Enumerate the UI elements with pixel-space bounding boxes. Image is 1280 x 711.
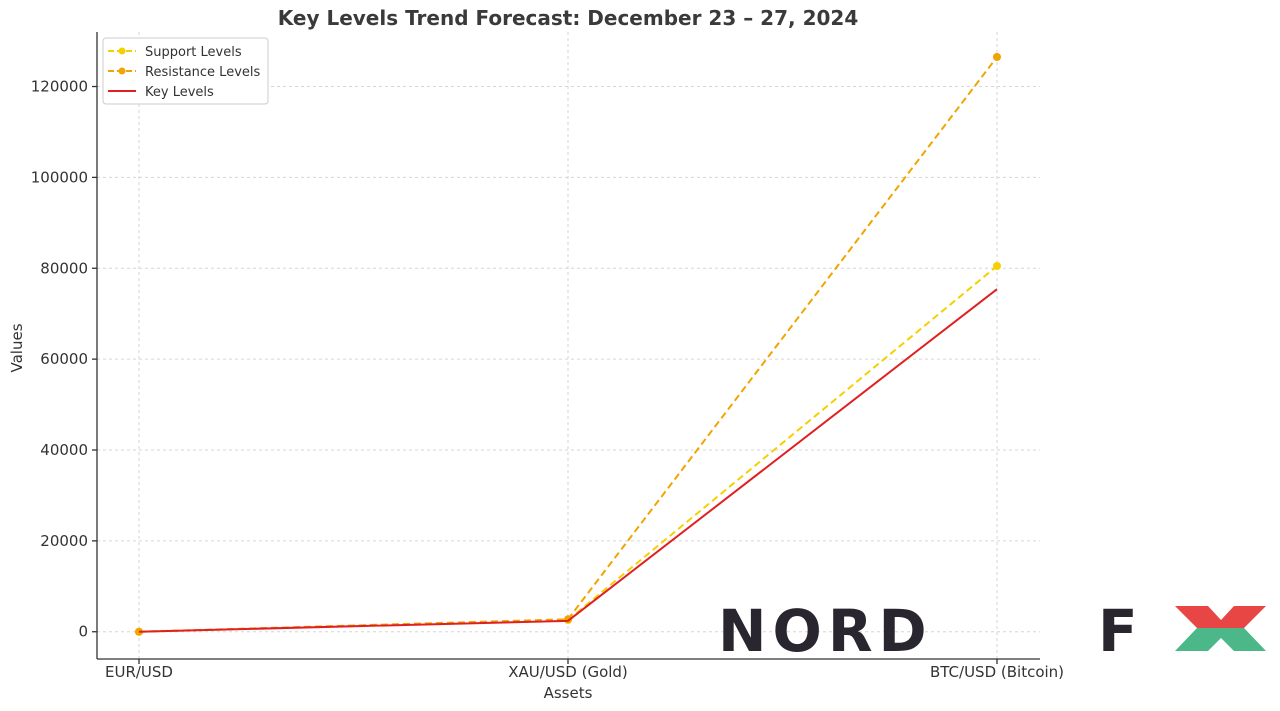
support-levels-point xyxy=(993,261,1001,270)
legend-label-key-levels: Key Levels xyxy=(145,85,214,100)
y-tick-label: 80000 xyxy=(40,259,88,277)
axes-layer: 0 20000 40000 60000 80000 100000 120000 EUR/USD… xyxy=(31,32,1064,681)
legend-label-resistance-levels: Resistance Levels xyxy=(145,65,261,80)
legend-box xyxy=(102,37,269,105)
y-tick-label: 0 xyxy=(78,623,88,641)
x-tick-label: EUR/USD xyxy=(105,663,173,681)
x-tick-label: XAU/USD (Gold) xyxy=(508,663,628,681)
logo-letter: F xyxy=(1098,597,1144,665)
y-tick-label: 120000 xyxy=(31,78,88,96)
y-tick-label: 100000 xyxy=(31,168,88,186)
legend-marker-resistance-levels xyxy=(118,67,126,75)
y-axis-label: Values xyxy=(8,323,26,372)
logo-x-top-shape xyxy=(1175,606,1266,628)
logo-x-bottom-shape xyxy=(1175,628,1266,651)
nordfx-logo: NORD F xyxy=(718,597,1266,665)
resistance-levels-point xyxy=(993,52,1001,61)
legend-label-support-levels: Support Levels xyxy=(145,45,242,60)
chart-title: Key Levels Trend Forecast: December 23 –… xyxy=(278,6,858,30)
logo-word: NORD xyxy=(718,597,933,665)
legend: Support Levels Resistance Levels Key Level… xyxy=(102,37,269,105)
legend-marker-support-levels xyxy=(118,47,126,55)
y-tick-label: 60000 xyxy=(40,350,88,368)
series-layer xyxy=(135,52,1001,636)
x-tick-label: BTC/USD (Bitcoin) xyxy=(930,663,1064,681)
y-tick-label: 40000 xyxy=(40,441,88,459)
x-axis-label: Assets xyxy=(544,684,593,702)
key-levels-line xyxy=(138,288,998,633)
grid-layer xyxy=(97,32,1040,659)
y-tick-label: 20000 xyxy=(40,532,88,550)
